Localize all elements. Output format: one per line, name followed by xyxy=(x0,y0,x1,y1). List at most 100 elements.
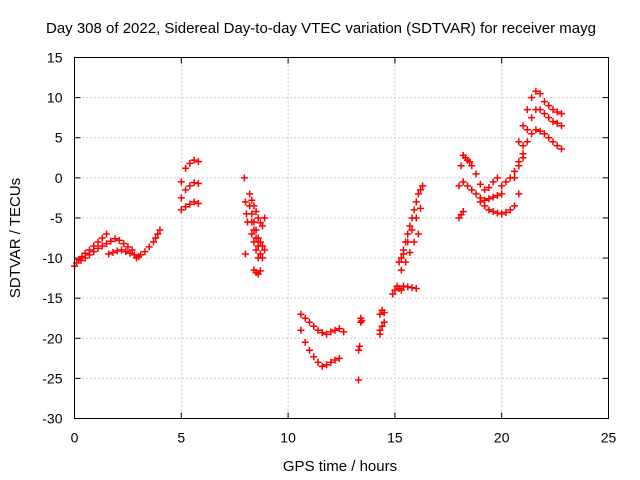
data-point xyxy=(498,182,506,190)
data-point xyxy=(301,338,309,346)
data-point xyxy=(194,179,202,187)
data-point xyxy=(412,285,420,293)
data-point xyxy=(194,200,202,208)
data-point xyxy=(540,110,548,118)
data-point xyxy=(558,122,566,130)
data-point xyxy=(358,317,366,325)
data-point xyxy=(182,164,190,172)
data-point xyxy=(340,328,348,336)
data-point xyxy=(323,330,331,338)
data-point xyxy=(408,226,416,234)
x-tick-label: 10 xyxy=(280,430,296,446)
data-point xyxy=(545,134,553,142)
y-tick-label: -5 xyxy=(50,210,63,226)
data-points xyxy=(71,87,566,384)
data-point xyxy=(256,238,264,246)
data-point xyxy=(410,206,418,214)
data-point xyxy=(246,202,254,210)
data-point xyxy=(549,106,557,114)
y-tick-label: -30 xyxy=(42,411,62,427)
data-point xyxy=(489,208,497,216)
data-point xyxy=(250,238,258,246)
data-point xyxy=(493,209,501,217)
data-point xyxy=(248,230,256,238)
data-point xyxy=(186,159,194,167)
data-point xyxy=(397,266,405,274)
data-point xyxy=(549,118,557,126)
data-point xyxy=(515,138,523,146)
data-point xyxy=(376,330,384,338)
data-point xyxy=(141,248,149,256)
data-point xyxy=(256,250,264,258)
y-tick-label: 10 xyxy=(47,90,63,106)
data-point xyxy=(515,190,523,198)
data-point xyxy=(519,150,527,158)
data-point xyxy=(536,90,544,98)
data-point xyxy=(414,230,422,238)
data-point xyxy=(412,214,420,222)
x-axis-label: GPS time / hours xyxy=(283,458,397,475)
y-tick-labels: -30 -25 -20 -15 -10 -5 0 5 10 15 xyxy=(42,50,62,427)
data-point xyxy=(412,198,420,206)
data-point xyxy=(256,267,264,275)
data-point xyxy=(406,248,414,256)
data-point xyxy=(485,206,493,214)
data-point xyxy=(117,246,125,254)
data-point xyxy=(481,202,489,210)
y-tick-label: 0 xyxy=(55,170,63,186)
chart-title: Day 308 of 2022, Sidereal Day-to-day VTE… xyxy=(46,20,596,37)
data-point xyxy=(250,226,258,234)
data-point xyxy=(314,358,322,366)
data-point xyxy=(77,256,85,264)
y-axis-label: SDTVAR / TECUs xyxy=(7,178,24,298)
data-point xyxy=(515,162,523,170)
data-point xyxy=(489,193,497,201)
data-point xyxy=(519,142,527,150)
data-point xyxy=(493,174,501,182)
data-point xyxy=(122,248,130,256)
data-point xyxy=(261,246,269,254)
data-point xyxy=(523,106,531,114)
data-point xyxy=(410,238,418,246)
data-point xyxy=(457,162,465,170)
data-point xyxy=(156,226,164,234)
data-point xyxy=(154,230,162,238)
data-point xyxy=(103,230,111,238)
data-point xyxy=(323,361,331,369)
data-point xyxy=(356,342,364,350)
data-point xyxy=(331,356,339,364)
data-point xyxy=(177,206,185,214)
data-point xyxy=(485,195,493,203)
data-point xyxy=(399,282,407,290)
data-point xyxy=(404,238,412,246)
data-point xyxy=(511,167,519,175)
y-tick-label: -10 xyxy=(42,250,62,266)
data-point xyxy=(540,130,548,138)
data-point xyxy=(376,310,384,318)
y-tick-label: -25 xyxy=(42,370,62,386)
data-point xyxy=(397,286,405,294)
data-point xyxy=(468,186,476,194)
data-point xyxy=(523,126,531,134)
data-point xyxy=(314,326,322,334)
data-point xyxy=(355,346,363,354)
data-point xyxy=(549,138,557,146)
data-point xyxy=(111,235,119,243)
data-point xyxy=(94,244,102,252)
y-tick-label: 15 xyxy=(47,50,63,66)
data-point xyxy=(182,203,190,211)
data-point xyxy=(246,190,254,198)
data-point xyxy=(417,186,425,194)
data-point xyxy=(186,182,194,190)
data-point xyxy=(241,198,249,206)
data-point xyxy=(126,249,134,257)
x-tick-label: 5 xyxy=(177,430,185,446)
data-point xyxy=(258,222,266,230)
data-point xyxy=(404,230,412,238)
data-point xyxy=(553,142,561,150)
data-point xyxy=(252,246,260,254)
data-point xyxy=(476,198,484,206)
data-point xyxy=(190,198,198,206)
y-tick-label: -20 xyxy=(42,330,62,346)
